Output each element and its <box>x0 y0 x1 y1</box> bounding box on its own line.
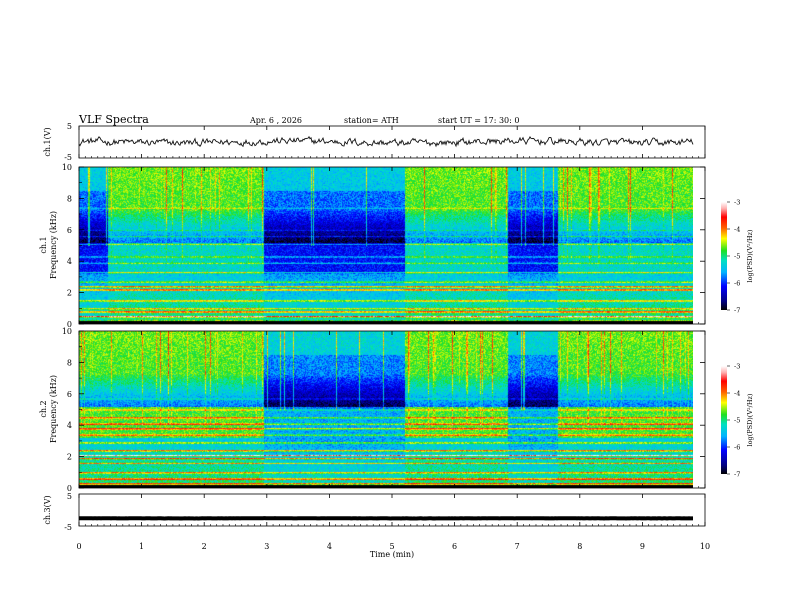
x-tick-label: 8 <box>577 542 582 551</box>
colorbar-tick-label: -7 <box>734 471 740 479</box>
colorbar-tick-label: -6 <box>734 280 740 288</box>
ch1-waveform-panel: 5 -5 ch.1(V) <box>43 122 705 162</box>
ch2-colorbar-bar <box>721 366 727 474</box>
colorbar-tick-label: -5 <box>734 417 740 425</box>
ch2-colorbar: -3 -4 -5 -6 -7 log(PSD)(V²/Hz) <box>721 363 754 479</box>
y-tick-label: 4 <box>67 421 72 430</box>
colorbar-tick-label: -5 <box>734 253 740 261</box>
colorbar-tick-label: -3 <box>734 363 740 371</box>
y-tick-label: 6 <box>67 390 72 399</box>
ch1-colorbar: -3 -4 -5 -6 -7 log(PSD)(V²/Hz) <box>721 199 754 315</box>
ch2-frequency-label: Frequency (kHz) <box>49 375 58 443</box>
colorbar-tick-label: -7 <box>734 307 740 315</box>
colorbar-tick-label: -6 <box>734 444 740 452</box>
header-start-time: start UT = 17: 30: 0 <box>438 116 519 125</box>
x-tick-label: 9 <box>640 542 645 551</box>
x-tick-label: 4 <box>327 542 332 551</box>
x-tick-label: 3 <box>264 542 269 551</box>
y-tick-label: 8 <box>67 194 72 203</box>
y-tick-label: 2 <box>67 289 72 298</box>
x-tick-label: 6 <box>452 542 457 551</box>
y-tick-label: 10 <box>62 163 72 172</box>
ch1-channel-label: ch.1 <box>39 236 48 253</box>
y-tick-label: 10 <box>62 327 72 336</box>
x-tick-label: 10 <box>700 542 710 551</box>
ch1-spectrogram-image <box>79 167 693 324</box>
ch1-waveform-line <box>79 137 693 147</box>
figure-title: VLF Spectra <box>78 113 149 126</box>
ch2-spectrogram-image <box>79 331 693 488</box>
ch3-waveform-ylabel: ch.3(V) <box>43 495 52 524</box>
ch1-ytick-bottom: -5 <box>64 153 72 162</box>
x-tick-label: 7 <box>515 542 520 551</box>
y-tick-label: 6 <box>67 226 72 235</box>
y-tick-label: 2 <box>67 453 72 462</box>
ch1-colorbar-label: log(PSD)(V²/Hz) <box>746 229 754 282</box>
y-tick-label: 4 <box>67 257 72 266</box>
ch3-ytick-bottom: -5 <box>64 523 72 532</box>
x-tick-label: 1 <box>139 542 144 551</box>
header-date: Apr. 6 , 2026 <box>249 116 302 125</box>
ch2-channel-label: ch.2 <box>39 400 48 417</box>
ch1-waveform-ylabel: ch.1(V) <box>43 127 52 156</box>
ch2-colorbar-label: log(PSD)(V²/Hz) <box>746 393 754 446</box>
x-tick-label: 2 <box>202 542 207 551</box>
colorbar-tick-label: -4 <box>734 390 740 398</box>
x-axis-label: Time (min) <box>370 550 414 559</box>
ch1-frequency-label: Frequency (kHz) <box>49 211 58 279</box>
ch3-waveform-panel: 5 -5 ch.3(V) <box>43 492 705 532</box>
ch1-ytick-top: 5 <box>67 122 72 131</box>
ch1-colorbar-bar <box>721 202 727 310</box>
colorbar-tick-label: -3 <box>734 199 740 207</box>
x-tick-label: 0 <box>76 542 81 551</box>
y-tick-label: 8 <box>67 358 72 367</box>
header-station: station= ATH <box>344 116 399 125</box>
ch3-ytick-top: 5 <box>67 492 72 501</box>
colorbar-tick-label: -4 <box>734 226 740 234</box>
ch3-waveform-frame <box>79 494 705 526</box>
